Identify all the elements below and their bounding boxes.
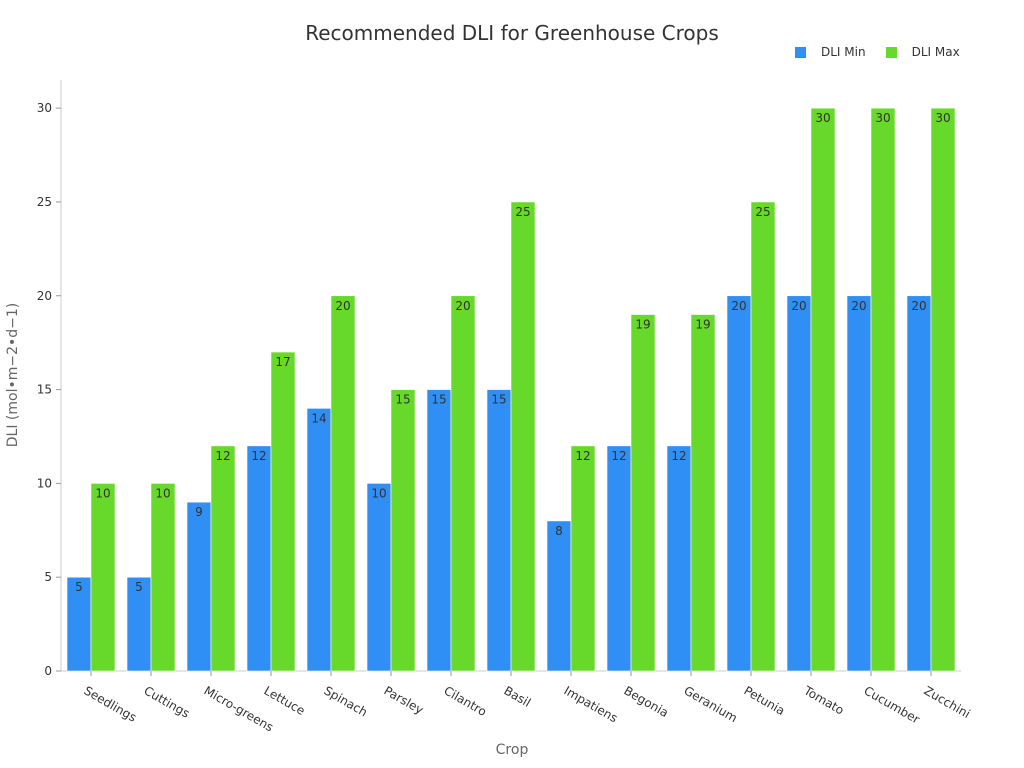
bar-dli-max xyxy=(510,201,536,672)
legend: DLI Min DLI Max xyxy=(795,45,980,59)
bar-dli-max xyxy=(390,389,416,672)
bar-dli-min xyxy=(606,445,632,672)
y-tick-label: 15 xyxy=(37,383,52,397)
bar-dli-max xyxy=(930,107,956,672)
bar-dli-max xyxy=(210,445,236,672)
legend-label-max: DLI Max xyxy=(911,45,960,59)
data-label: 8 xyxy=(555,524,563,538)
data-label: 20 xyxy=(911,299,926,313)
data-label: 5 xyxy=(135,580,143,594)
x-tick-label: Seedlings xyxy=(82,683,139,724)
legend-item-max: DLI Max xyxy=(885,45,960,59)
data-label: 30 xyxy=(935,111,950,125)
bar-dli-min xyxy=(786,295,812,672)
x-axis-label: Crop xyxy=(495,742,529,758)
data-label: 30 xyxy=(815,111,830,125)
data-label: 10 xyxy=(155,486,170,500)
x-tick-label: Geranium xyxy=(682,683,740,725)
bar-dli-max xyxy=(570,445,596,672)
x-tick-label: Petunia xyxy=(742,683,788,718)
data-label: 20 xyxy=(731,299,746,313)
bar-dli-min xyxy=(366,483,392,672)
y-tick-label: 0 xyxy=(44,664,52,678)
bar-dli-min xyxy=(126,576,152,672)
data-label: 25 xyxy=(755,205,770,219)
x-tick-label: Spinach xyxy=(322,683,370,719)
legend-swatch-max xyxy=(885,46,897,58)
data-label: 12 xyxy=(575,449,590,463)
legend-label-min: DLI Min xyxy=(821,45,866,59)
data-label: 19 xyxy=(695,318,710,332)
x-tick-label: Parsley xyxy=(382,683,426,717)
data-label: 20 xyxy=(851,299,866,313)
bar-dli-max xyxy=(810,107,836,672)
bar-dli-min xyxy=(666,445,692,672)
bar-dli-min xyxy=(246,445,272,672)
bar-dli-max xyxy=(150,483,176,672)
y-tick-label: 25 xyxy=(37,195,52,209)
data-label: 15 xyxy=(491,393,506,407)
y-tick-label: 20 xyxy=(37,289,52,303)
y-tick-label: 10 xyxy=(37,476,52,490)
data-label: 10 xyxy=(371,486,386,500)
bar-dli-max xyxy=(330,295,356,672)
data-label: 14 xyxy=(311,411,326,425)
data-label: 12 xyxy=(611,449,626,463)
y-tick-label: 30 xyxy=(37,101,52,115)
data-label: 20 xyxy=(335,299,350,313)
legend-item-min: DLI Min xyxy=(795,45,866,59)
y-tick-label: 5 xyxy=(44,570,52,584)
data-label: 19 xyxy=(635,318,650,332)
data-label: 15 xyxy=(431,393,446,407)
data-label: 15 xyxy=(395,393,410,407)
bar-dli-min xyxy=(846,295,872,672)
data-label: 5 xyxy=(75,580,83,594)
bar-dli-max xyxy=(690,314,716,672)
data-label: 30 xyxy=(875,111,890,125)
legend-swatch-min xyxy=(795,46,806,58)
x-tick-label: Tomato xyxy=(801,683,847,717)
chart-title: Recommended DLI for Greenhouse Crops xyxy=(305,21,719,45)
bar-dli-min xyxy=(486,389,512,672)
bar-dli-max xyxy=(630,314,656,672)
data-label: 12 xyxy=(671,449,686,463)
x-tick-label: Lettuce xyxy=(262,683,308,718)
x-tick-label: Cilantro xyxy=(442,683,489,718)
data-label: 20 xyxy=(791,299,806,313)
data-label: 10 xyxy=(95,486,110,500)
bar-dli-max xyxy=(750,201,776,672)
data-label: 20 xyxy=(455,299,470,313)
x-tick-label: Basil xyxy=(502,683,534,709)
data-label: 12 xyxy=(251,449,266,463)
data-label: 9 xyxy=(195,505,203,519)
bar-dli-max xyxy=(450,295,476,672)
bar-dli-min xyxy=(546,520,572,672)
x-tick-label: Cuttings xyxy=(142,683,192,720)
bar-dli-min xyxy=(426,389,452,672)
data-label: 17 xyxy=(275,355,290,369)
bar-dli-min xyxy=(306,408,332,672)
bar-dli-min xyxy=(186,501,212,672)
x-tick-label: Begonia xyxy=(622,683,671,720)
bar-dli-max xyxy=(90,483,116,672)
x-tick-label: Zucchini xyxy=(922,683,973,721)
bar-dli-max xyxy=(870,107,896,672)
bar-dli-max xyxy=(270,351,296,672)
data-label: 25 xyxy=(515,205,530,219)
y-axis-label: DLI (mol•m−2•d−1) xyxy=(5,302,21,448)
x-tick-label: Impatiens xyxy=(562,683,621,725)
bar-dli-min xyxy=(66,576,92,672)
x-tick-label: Cucumber xyxy=(862,683,923,726)
bar-dli-min xyxy=(726,295,752,672)
bar-dli-min xyxy=(906,295,932,672)
data-label: 12 xyxy=(215,449,230,463)
